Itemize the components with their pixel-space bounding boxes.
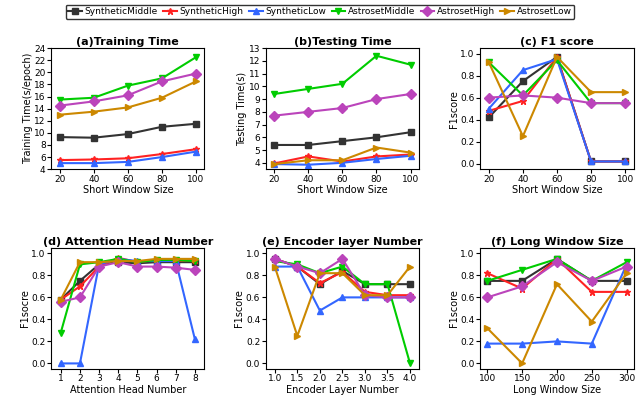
Y-axis label: F1score: F1score <box>234 290 244 327</box>
Title: (e) Encoder layer Number: (e) Encoder layer Number <box>262 237 422 247</box>
Title: (c) F1 score: (c) F1 score <box>520 37 594 47</box>
Title: (b)Testing Time: (b)Testing Time <box>294 37 391 47</box>
Y-axis label: Testing Time(s): Testing Time(s) <box>237 72 247 146</box>
Y-axis label: F1score: F1score <box>449 90 459 128</box>
Title: (f) Long Window Size: (f) Long Window Size <box>491 237 623 247</box>
Title: (d) Attention Head Number: (d) Attention Head Number <box>43 237 213 247</box>
X-axis label: Short Window Size: Short Window Size <box>511 185 602 195</box>
X-axis label: Encoder Layer Number: Encoder Layer Number <box>286 385 399 395</box>
X-axis label: Attention Head Number: Attention Head Number <box>70 385 186 395</box>
Y-axis label: Training Time(s/epoch): Training Time(s/epoch) <box>23 53 33 164</box>
Legend: SyntheticMiddle, SyntheticHigh, SyntheticLow, AstrosetMiddle, AstrosetHigh, Astr: SyntheticMiddle, SyntheticHigh, Syntheti… <box>66 4 574 19</box>
Title: (a)Training Time: (a)Training Time <box>76 37 179 47</box>
X-axis label: Long Window Size: Long Window Size <box>513 385 601 395</box>
Y-axis label: F1socre: F1socre <box>20 290 30 327</box>
Y-axis label: F1score: F1score <box>449 290 459 327</box>
X-axis label: Short Window Size: Short Window Size <box>297 185 388 195</box>
X-axis label: Short Window Size: Short Window Size <box>83 185 173 195</box>
